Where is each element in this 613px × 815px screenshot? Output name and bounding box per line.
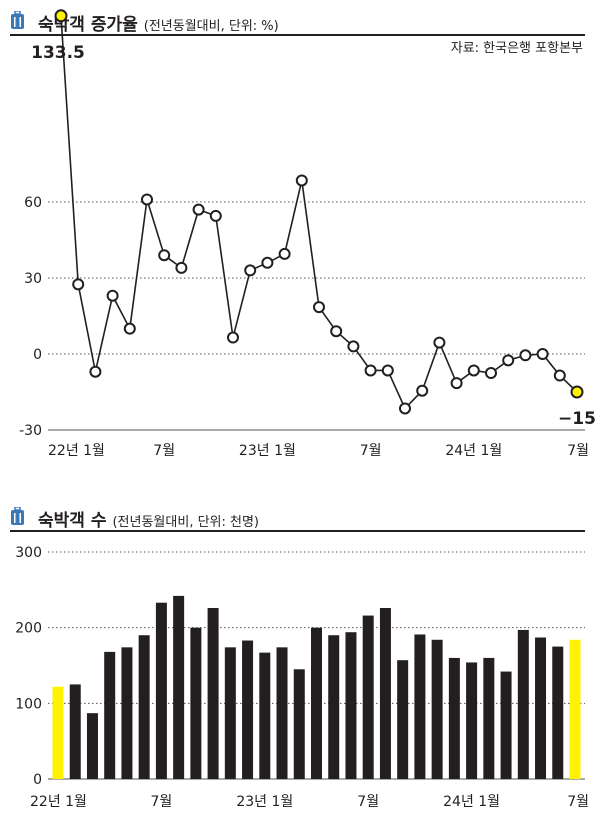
x-tick-label: 7월	[567, 794, 589, 810]
bar	[173, 595, 185, 779]
bar	[517, 629, 529, 779]
bar	[52, 686, 64, 779]
data-point	[467, 364, 480, 377]
y-tick-label: 200	[15, 621, 42, 637]
bar	[448, 657, 460, 779]
bar	[311, 627, 322, 779]
data-point	[106, 289, 119, 302]
bar	[431, 639, 443, 779]
data-point	[278, 247, 291, 260]
data-point	[450, 377, 463, 390]
bar	[155, 602, 167, 779]
data-point	[72, 278, 85, 291]
source-note: 자료: 한국은행 포항본부	[450, 41, 583, 56]
y-tick-label: -30	[19, 423, 42, 439]
first-value-label: 133.5	[31, 43, 85, 63]
bar	[345, 632, 357, 779]
data-point	[123, 322, 136, 335]
data-point	[347, 340, 360, 353]
data-point	[433, 336, 446, 349]
x-tick-label: 7월	[153, 443, 175, 459]
data-point	[158, 249, 171, 262]
data-point	[519, 349, 532, 362]
bar	[379, 607, 391, 779]
bar	[242, 640, 254, 779]
last-value-label: −15	[558, 409, 596, 429]
x-tick-label: 7월	[151, 794, 173, 810]
y-tick-label: 100	[15, 696, 42, 712]
suitcase-icon	[11, 507, 24, 525]
data-point	[364, 364, 377, 377]
x-tick-label: 22년 1월	[48, 443, 105, 459]
bar-chart-divider	[10, 530, 585, 532]
bar	[190, 627, 202, 779]
bar	[328, 635, 340, 779]
bar	[397, 660, 409, 779]
data-point	[54, 9, 68, 23]
bar	[500, 671, 512, 779]
bar	[121, 647, 133, 779]
x-tick-label: 23년 1월	[236, 794, 293, 810]
bar	[138, 635, 150, 779]
y-tick-label: 30	[24, 271, 42, 287]
y-tick-label: 0	[33, 347, 42, 363]
suitcase-icon	[11, 11, 24, 29]
x-tick-label: 24년 1월	[445, 443, 502, 459]
x-tick-label: 7월	[360, 443, 382, 459]
bar	[224, 647, 236, 779]
y-tick-label: 60	[24, 195, 42, 211]
data-point	[313, 301, 325, 314]
bar	[466, 662, 478, 779]
line-chart-divider	[10, 34, 585, 36]
line-chart-subtitle: (전년동월대비, 단위: %)	[143, 19, 279, 34]
bar	[69, 684, 81, 779]
data-point	[330, 325, 343, 338]
bar	[362, 615, 374, 779]
data-point	[485, 367, 497, 379]
bar-chart-header: 숙박객 수 (전년동월대비, 단위: 천명)	[10, 504, 585, 531]
data-point	[399, 402, 411, 415]
bar	[483, 657, 495, 779]
x-tick-label: 7월	[567, 443, 589, 459]
data-point	[536, 348, 549, 360]
data-point	[381, 364, 394, 377]
data-point	[570, 385, 584, 399]
data-point	[553, 369, 566, 382]
series-line	[60, 15, 578, 410]
bar	[276, 647, 288, 779]
data-point	[141, 193, 153, 206]
bar	[552, 646, 564, 779]
x-tick-label: 23년 1월	[239, 443, 296, 459]
x-tick-label: 24년 1월	[443, 794, 500, 810]
data-point	[416, 384, 429, 397]
data-point	[89, 365, 102, 378]
bar	[569, 639, 581, 779]
x-tick-label: 22년 1월	[30, 794, 87, 810]
y-tick-label: 0	[33, 772, 42, 788]
bar-chart-title: 숙박객 수 (전년동월대비, 단위: 천명)	[38, 511, 260, 531]
data-point	[244, 264, 257, 277]
data-point	[209, 209, 222, 222]
bar	[414, 634, 426, 779]
bar	[104, 651, 116, 779]
data-point	[227, 331, 239, 344]
data-point	[295, 174, 308, 187]
bar-chart-subtitle: (전년동월대비, 단위: 천명)	[112, 515, 260, 530]
data-point	[261, 256, 274, 269]
bar	[259, 652, 271, 779]
x-tick-label: 7월	[357, 794, 379, 810]
bar	[293, 669, 305, 779]
y-tick-label: 300	[15, 545, 42, 561]
bar	[207, 607, 219, 779]
data-point	[502, 354, 515, 367]
bar	[535, 637, 547, 779]
data-point	[175, 261, 188, 274]
data-point	[192, 203, 205, 216]
bar	[86, 713, 98, 779]
